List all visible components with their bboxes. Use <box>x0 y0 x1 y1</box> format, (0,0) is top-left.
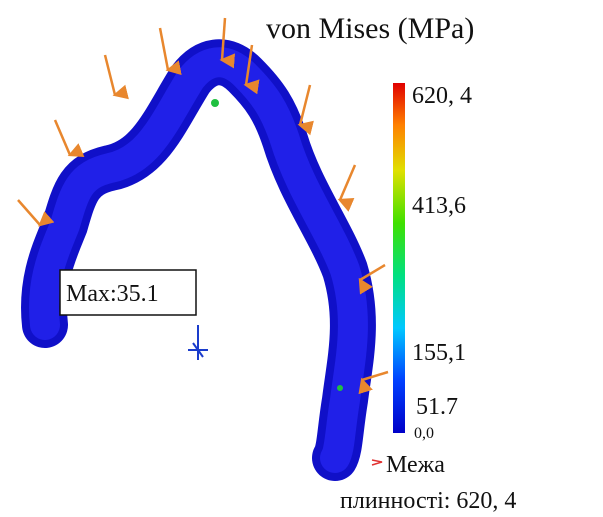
colorbar-label: 51.7 <box>416 394 458 420</box>
colorbar-label: 155,1 <box>412 340 466 366</box>
fixture-triad <box>188 325 208 360</box>
colorbar-label: 620, 4 <box>412 83 472 109</box>
colorbar-label: 0,0 <box>414 425 434 442</box>
colorbar <box>393 83 405 433</box>
colorbar-label: 413,6 <box>412 193 466 219</box>
part <box>44 62 353 458</box>
probe-label: Max:35.1 <box>66 281 159 307</box>
legend-title: von Mises (MPa) <box>266 12 474 45</box>
yield-marker <box>372 460 382 465</box>
yield-label: плинності: 620, 4 <box>340 488 516 514</box>
fea-screenshot: Max:35.1 von Mises (MPa) 620, 4 413,6 15… <box>0 0 603 517</box>
yield-label: Межа <box>386 452 445 478</box>
